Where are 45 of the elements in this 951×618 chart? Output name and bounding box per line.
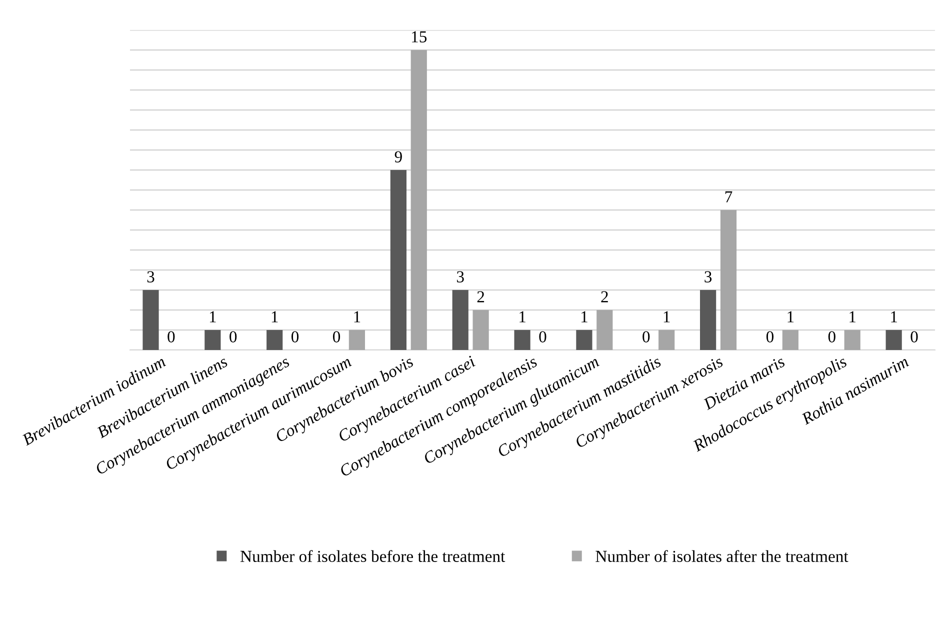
- data-label: 1: [850, 311, 856, 322]
- bar: [886, 330, 902, 350]
- data-label: 3: [456, 271, 464, 282]
- data-label: 3: [147, 271, 154, 282]
- bar: [720, 210, 737, 350]
- data-label: 1: [664, 311, 670, 322]
- bar: [204, 330, 221, 350]
- bar: [782, 330, 798, 350]
- data-label: 15: [412, 31, 427, 42]
- data-label: 1: [891, 311, 897, 322]
- data-label: 0: [230, 331, 237, 342]
- bar: [266, 330, 283, 350]
- data-label: 1: [520, 311, 526, 322]
- bar: [658, 330, 675, 350]
- legend-label: Number of isolates before the treatment: [240, 550, 506, 562]
- data-label: 1: [210, 311, 216, 322]
- bar: [142, 290, 159, 350]
- data-label: 0: [642, 331, 650, 342]
- data-label: 3: [704, 271, 712, 282]
- data-label: 2: [477, 291, 484, 302]
- bar: [390, 170, 406, 350]
- bar: [576, 330, 592, 350]
- legend-label: Number of isolates after the treatment: [596, 550, 848, 562]
- bar: [410, 50, 427, 350]
- data-label: 9: [394, 151, 402, 162]
- data-label: 1: [272, 311, 278, 322]
- data-label: 7: [725, 191, 732, 202]
- bar: [844, 330, 860, 350]
- data-label: 1: [354, 311, 360, 322]
- bar: [452, 290, 468, 350]
- bar: [700, 290, 716, 350]
- data-label: 0: [168, 331, 175, 342]
- data-label: 0: [539, 331, 546, 342]
- data-label: 0: [291, 331, 299, 342]
- bar: [472, 310, 489, 350]
- bar: [514, 330, 530, 350]
- data-label: 0: [766, 331, 774, 342]
- bar: [596, 310, 613, 350]
- data-label: 0: [332, 331, 340, 342]
- data-label: 0: [910, 331, 918, 342]
- data-label: 2: [601, 291, 608, 302]
- bar: [348, 330, 365, 350]
- data-label: 0: [828, 331, 836, 342]
- data-label: 1: [788, 311, 794, 322]
- data-label: 1: [582, 311, 588, 322]
